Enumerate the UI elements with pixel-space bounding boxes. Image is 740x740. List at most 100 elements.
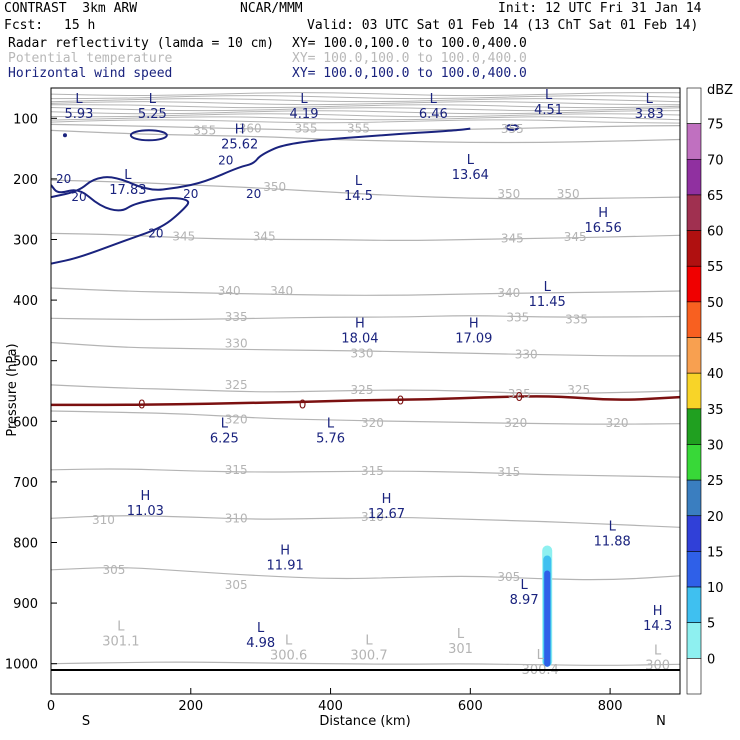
forecast-value: 15 h	[64, 18, 96, 33]
theta-contour-label: 320	[361, 416, 384, 430]
extremum-value: 11.45	[529, 295, 566, 310]
colorbar-swatch	[686, 265, 702, 303]
colorbar-swatch	[686, 444, 702, 481]
low-marker: L	[537, 648, 545, 663]
y-tick-label: 200	[13, 173, 38, 188]
extremum-value: 301	[448, 642, 473, 657]
freezing-level-label: 0	[299, 397, 307, 411]
extremum-value: 300	[645, 659, 670, 674]
model-title: CONTRAST 3km ARW	[4, 1, 138, 16]
y-tick-label: 1000	[5, 658, 38, 673]
theta-contour-label: 345	[564, 230, 587, 244]
high-marker: H	[140, 489, 150, 504]
theta-contour-label: 315	[225, 463, 248, 477]
high-marker: H	[235, 122, 245, 137]
x-tick-label: 600	[458, 699, 483, 714]
north-label: N	[656, 714, 666, 729]
theta-contour-label: 320	[504, 416, 527, 430]
high-marker: H	[382, 492, 392, 507]
theta-contour-upper	[51, 113, 680, 118]
extremum-value: 5.25	[138, 107, 167, 122]
colorbar-level-label: 20	[707, 510, 724, 525]
colorbar-swatch	[686, 123, 702, 160]
theta-contour-label: 335	[225, 310, 248, 324]
colorbar-swatch	[686, 87, 702, 124]
y-tick-label: 900	[13, 597, 38, 612]
theta-contour-upper	[51, 110, 680, 115]
theta-contour-upper	[51, 98, 680, 103]
extremum-value: 301.1	[102, 634, 139, 649]
high-marker: H	[355, 316, 365, 331]
theta-contour-360	[51, 123, 680, 132]
init-time: Init: 12 UTC Fri 31 Jan 14	[498, 1, 702, 16]
field-theta-name: Potential temperature	[8, 51, 173, 66]
wind-contour-label: 20	[218, 154, 233, 168]
extremum-value: 18.04	[341, 331, 378, 346]
colorbar-level-label: 75	[707, 118, 724, 133]
theta-contour-label: 325	[567, 383, 590, 397]
theta-contour-label: 310	[225, 511, 248, 525]
theta-contour-355	[51, 129, 680, 144]
high-marker: H	[598, 206, 608, 221]
theta-contour-label: 350	[497, 187, 520, 201]
wind-contour-jet-core	[505, 123, 520, 131]
reflectivity-layer	[542, 545, 553, 667]
high-marker: H	[280, 544, 290, 559]
theta-contour-label: 330	[351, 346, 374, 360]
low-marker: L	[646, 92, 654, 107]
low-marker: L	[117, 619, 125, 634]
source-label: NCAR/MMM	[240, 1, 303, 16]
extremum-value: 6.46	[419, 107, 448, 122]
theta-contour-label: 325	[508, 387, 531, 401]
low-marker: L	[457, 627, 465, 642]
colorbar-level-label: 0	[707, 652, 715, 667]
extremum-value: 12.67	[368, 507, 405, 522]
x-tick-label: 400	[318, 699, 343, 714]
y-tick-label: 600	[13, 415, 38, 430]
field-wind-xy: XY= 100.0,100.0 to 100.0,400.0	[292, 66, 527, 81]
low-marker: L	[654, 644, 662, 659]
colorbar-swatch	[686, 230, 702, 267]
high-marker: H	[653, 604, 663, 619]
x-tick-label: 800	[598, 699, 623, 714]
theta-contour-label: 325	[225, 378, 248, 392]
y-axis-label: Pressure (hPa)	[5, 343, 20, 436]
x-tick-label: 200	[178, 699, 203, 714]
y-tick-label: 500	[13, 355, 38, 370]
x-axis-label: Distance (km)	[319, 714, 410, 729]
theta-contour-320	[51, 410, 680, 425]
wind-contour-dot	[62, 133, 67, 138]
colorbar-swatch	[686, 479, 702, 517]
low-marker: L	[544, 280, 552, 295]
theta-contour-label: 360	[239, 122, 262, 136]
theta-contour-label: 315	[497, 465, 520, 479]
theta-contour-340	[51, 287, 680, 296]
theta-contour-label: 340	[497, 286, 520, 300]
x-tick-label: 0	[47, 699, 55, 714]
colorbar-level-label: 45	[707, 332, 724, 347]
theta-contour-upper	[51, 95, 680, 100]
theta-contour-345	[51, 232, 680, 241]
extremum-value: 16.56	[585, 221, 622, 236]
freezing-level-label: 0	[138, 397, 146, 411]
colorbar-swatch	[686, 622, 702, 659]
theta-contour-label: 345	[501, 231, 524, 245]
wind-contour-label: 20	[246, 187, 261, 201]
low-marker: L	[609, 519, 617, 534]
theta-contour-label: 335	[506, 311, 529, 325]
colorbar-swatch	[686, 194, 702, 231]
low-marker: L	[300, 92, 308, 107]
colorbar-swatch	[686, 408, 702, 445]
colorbar-level-label: 35	[707, 403, 724, 418]
valid-time: Valid: 03 UTC Sat 01 Feb 14 (13 ChT Sat …	[307, 18, 699, 33]
low-marker: L	[257, 621, 265, 636]
theta-contour-label: 355	[347, 122, 370, 136]
extremum-value: 17.09	[455, 331, 492, 346]
extremum-value: 11.91	[267, 559, 304, 574]
low-marker: L	[124, 168, 132, 183]
theta-contour-330	[51, 341, 680, 357]
forecast-label: Fcst:	[4, 18, 44, 33]
theta-contour-label: 335	[565, 312, 588, 326]
colorbar-level-label: 10	[707, 581, 724, 596]
theta-contour-label: 310	[92, 513, 115, 527]
